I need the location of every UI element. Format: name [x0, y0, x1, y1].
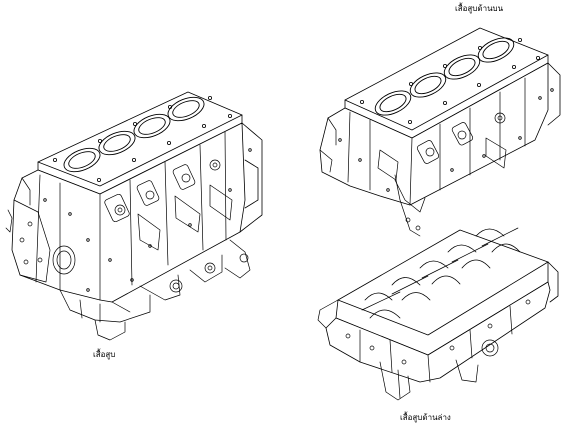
- deck-bolt-holes: [53, 96, 232, 182]
- caption-cylinder-block: เสื้อสูบ: [93, 350, 116, 359]
- cylinder-block-drawing: [5, 91, 263, 341]
- upper-bolt-dots: [338, 88, 554, 192]
- upper-block-drawing: [319, 27, 561, 237]
- block-bolt-dots: [43, 148, 252, 292]
- upper-bosses: [319, 112, 507, 237]
- lower-side-details: [317, 299, 531, 401]
- front-cover: [5, 177, 76, 283]
- block-bosses: [104, 159, 233, 251]
- caption-lower-block: เสื้อสูบด้านล่าง: [400, 413, 451, 422]
- lower-webs: [361, 227, 519, 311]
- cylinder-bores: [63, 96, 205, 173]
- lower-block-drawing: [317, 227, 559, 401]
- caption-upper-block: เสื้อสูบด้านบน: [455, 4, 504, 13]
- upper-ribs: [347, 77, 526, 206]
- upper-deck-bolt-holes: [359, 38, 541, 125]
- upper-cylinder-bores: [374, 37, 515, 116]
- block-lower-section: [59, 239, 251, 341]
- block-ribs: [35, 131, 227, 301]
